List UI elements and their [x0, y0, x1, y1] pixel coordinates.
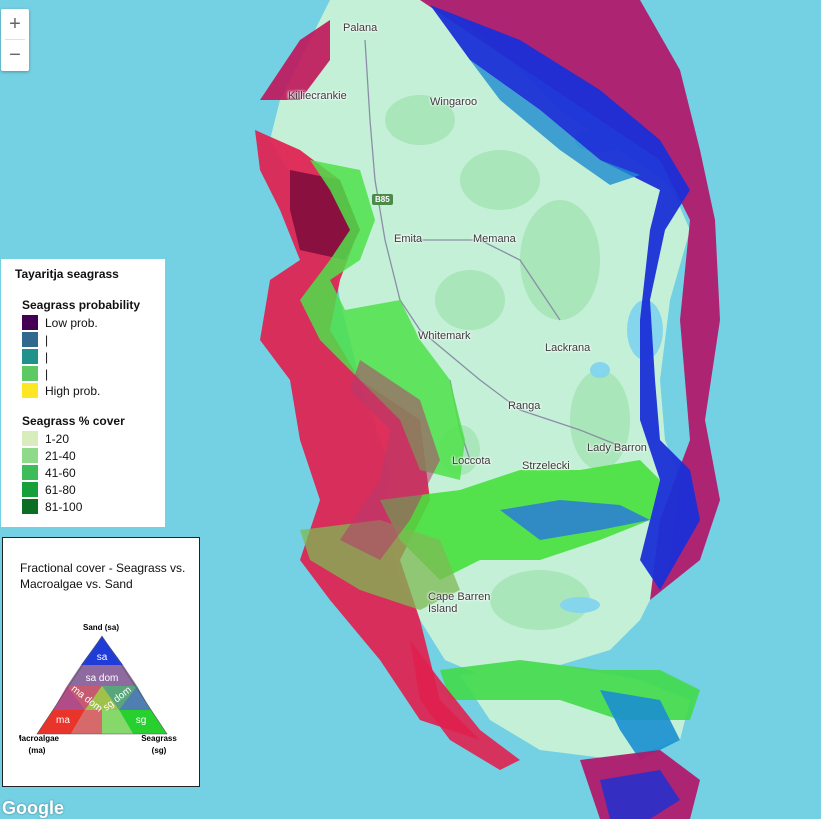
vertex-seagrass-abbr: (sg) — [152, 746, 167, 755]
cover-item-row: 81-100 — [22, 498, 151, 515]
cover-item-swatch — [22, 499, 38, 514]
vertex-macroalgae-abbr: (ma) — [29, 746, 46, 755]
place-label-palana: Palana — [343, 22, 378, 34]
probability-item-label: | — [45, 332, 49, 347]
seagrass-diag-band — [340, 360, 440, 560]
triangle-cell-sa-dom — [67, 665, 137, 686]
cover-item-swatch — [22, 482, 38, 497]
vertex-sand-label: Sand (sa) — [83, 623, 119, 632]
road-shield-b85: B85 — [372, 194, 393, 205]
seagrass-green-capebarren-north — [300, 520, 460, 610]
seagrass-northwest-red — [260, 20, 330, 100]
cover-item-row: 61-80 — [22, 481, 151, 498]
cell-label-sg: sg — [136, 715, 147, 726]
place-label-lackrana: Lackrana — [545, 342, 591, 354]
triangle-cell-sa — [81, 636, 123, 665]
vertex-seagrass-label: Seagrass — [141, 734, 177, 743]
zoom-divider — [5, 39, 25, 40]
place-label-lady-barron: Lady Barron — [587, 442, 647, 454]
triangle-cell-ma-dom — [67, 686, 102, 710]
probability-item-row: Low prob. — [22, 314, 151, 331]
place-label-ranga: Ranga — [508, 400, 541, 412]
probability-item-swatch — [22, 349, 38, 364]
place-label-emita: Emita — [394, 233, 423, 245]
probability-item-label: High prob. — [45, 383, 101, 398]
legend-title: Tayaritja seagrass — [15, 267, 119, 281]
place-label-strzelecki: Strzelecki — [522, 460, 570, 472]
seagrass-southwest-red — [410, 640, 520, 770]
zoom-out-button[interactable]: − — [9, 43, 21, 66]
triangle-cell-mid — [85, 686, 119, 710]
cover-item-row: 41-60 — [22, 464, 151, 481]
fractional-cover-title: Fractional cover - Seagrass vs. Macroalg… — [20, 561, 186, 591]
seagrass-east-blue — [430, 5, 700, 590]
triangle-cell-sg-dom — [102, 686, 137, 710]
triangle-cell-mix-left — [71, 710, 102, 734]
cover-heading: Seagrass % cover — [22, 414, 125, 428]
probability-item-row: | — [22, 365, 151, 382]
triangle-cell-mix-right — [102, 710, 133, 734]
seagrass-south-blue2 — [600, 770, 680, 819]
probability-list: Low prob. | | | High prob. — [15, 314, 151, 399]
cover-item-swatch — [22, 448, 38, 463]
fractional-cover-triangle: Sand (sa) Macroalgae (ma) Seagrass (sg) … — [19, 623, 177, 755]
probability-item-swatch — [22, 366, 38, 381]
place-label-loccota: Loccota — [452, 455, 491, 467]
probability-item-label: | — [45, 366, 49, 381]
cover-item-row: 1-20 — [22, 430, 151, 447]
probability-item-row: | — [22, 348, 151, 365]
cover-item-label: 61-80 — [45, 482, 76, 497]
probability-item-swatch — [22, 332, 38, 347]
triangle-outline — [36, 635, 168, 735]
zoom-in-button[interactable]: + — [9, 12, 21, 35]
cover-item-row: 21-40 — [22, 447, 151, 464]
probability-item-swatch — [22, 315, 38, 330]
cover-item-label: 21-40 — [45, 448, 76, 463]
seagrass-west-red — [255, 130, 480, 740]
cover-item-label: 41-60 — [45, 465, 76, 480]
probability-item-swatch — [22, 383, 38, 398]
seagrass-legend: Tayaritja seagrass Seagrass probability … — [1, 259, 165, 527]
seagrass-south-blue — [600, 690, 680, 760]
cover-item-label: 81-100 — [45, 499, 83, 514]
probability-item-row: | — [22, 331, 151, 348]
seagrass-green-west — [300, 160, 465, 480]
cell-label-ma: ma — [56, 715, 70, 726]
probability-item-row: High prob. — [22, 382, 151, 399]
probability-item-label: | — [45, 349, 49, 364]
place-label-whitemark: Whitemark — [418, 330, 471, 342]
place-label-cape-barren-island: Cape Barren Island — [428, 591, 491, 615]
google-logo[interactable]: Google — [2, 798, 64, 818]
probability-item-label: Low prob. — [45, 315, 98, 330]
place-label-killiecrankie: Killiecrankie — [288, 90, 347, 102]
place-label-wingaroo: Wingaroo — [430, 96, 478, 108]
cell-label-sa: sa — [97, 652, 108, 663]
cover-item-swatch — [22, 465, 38, 480]
zoom-control: + − — [1, 9, 29, 71]
probability-heading: Seagrass probability — [22, 298, 141, 312]
vertex-macroalgae-label: Macroalgae — [19, 734, 60, 743]
fractional-cover-panel: Fractional cover - Seagrass vs. Macroalg… — [2, 537, 200, 787]
cover-list: 1-20 21-40 41-60 61-80 81-100 — [15, 430, 151, 515]
seagrass-east-teal — [470, 60, 640, 185]
cover-item-swatch — [22, 431, 38, 446]
place-label-memana: Memana — [473, 233, 516, 245]
seagrass-blue-channel — [500, 500, 650, 540]
cell-label-sa-dom: sa dom — [86, 673, 119, 684]
cover-item-label: 1-20 — [45, 431, 70, 446]
